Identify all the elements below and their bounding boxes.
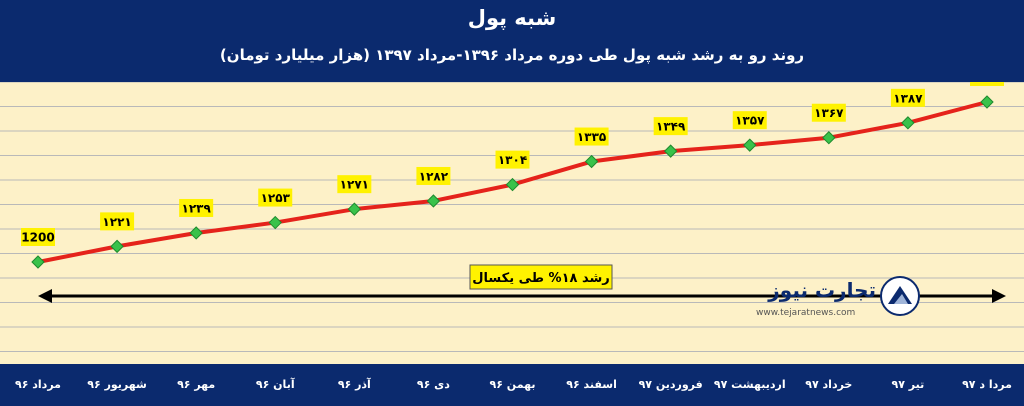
data-label-box: [258, 188, 293, 207]
data-label: ۱۲۸۲: [419, 169, 449, 183]
data-label-box: [179, 198, 214, 217]
data-point: [31, 255, 45, 269]
data-label: ۱۳۸۷: [893, 91, 923, 105]
data-point: [347, 202, 362, 216]
data-label-box: [811, 103, 846, 122]
x-tick-label: دی ۹۶: [416, 378, 450, 391]
data-label: ۱۴۱۵: [972, 82, 1001, 85]
x-tick-label: مردا د ۹۷: [962, 378, 1012, 391]
data-point: [110, 239, 124, 254]
chart-title: شبه پول: [467, 6, 557, 30]
data-label-box: [653, 117, 688, 136]
data-label-box: [337, 175, 372, 194]
x-tick-label: اردیبهشت ۹۷: [713, 378, 786, 391]
data-label: ۱۲۷۱: [340, 178, 369, 192]
data-point: [822, 131, 836, 145]
data-points: [31, 95, 994, 269]
x-tick-label: تیر ۹۷: [891, 378, 925, 391]
data-label-box: [21, 228, 55, 246]
x-tick-label: آذر ۹۶: [337, 378, 371, 391]
data-label-box: [890, 88, 925, 107]
x-axis-bar: مرداد ۹۶ شهریور ۹۶ مهر ۹۶ آبان ۹۶ آذر ۹۶ دی ۹…: [0, 364, 1024, 406]
data-label-box: [100, 212, 135, 231]
data-labels: 1200 ۱۲۲۱ ۱۲۳۹ ۱۲۵۳ ۱۲۷۱ ۱۲۸۲ ۱۳۰۴ ۱۳۳۵ ۱۳۴۹ ۱۳۵۷…: [21, 82, 1004, 246]
data-label: ۱۲۵۳: [261, 191, 291, 205]
growth-arrow-left-head: [38, 289, 52, 303]
grid-lines: [0, 82, 1024, 352]
line-chart: رشد ۱۸% طی یکسال 1200 ۱۲۲۱ ۱۲۳۹ ۱۲۵۳ ۱۲۷۱ ۱۲۸…: [0, 82, 1024, 352]
x-tick-label: شهریور ۹۶: [87, 378, 147, 391]
data-point: [743, 138, 757, 152]
data-label: ۱۳۴۹: [656, 120, 686, 134]
growth-arrow-right-head: [992, 289, 1006, 303]
data-label-box: [732, 111, 767, 130]
data-label: ۱۲۳۹: [182, 201, 212, 215]
data-point: [505, 177, 520, 192]
x-tick-label: فروردین ۹۷: [638, 378, 703, 391]
x-tick-label: خرداد ۹۷: [805, 378, 853, 391]
data-point: [268, 215, 282, 230]
plot-area: رشد ۱۸% طی یکسال 1200 ۱۲۲۱ ۱۲۳۹ ۱۲۵۳ ۱۲۷۱ ۱۲۸…: [0, 82, 1024, 364]
data-label-box: [416, 166, 451, 185]
logo-url-text: www.tejaratnews.com: [756, 308, 856, 318]
logo-brand-text: تجارت نیوز: [768, 278, 876, 302]
data-point: [980, 95, 994, 109]
data-label: ۱۲۲۱: [102, 215, 131, 229]
x-tick-label: مهر ۹۶: [177, 378, 216, 391]
logo-mark-icon: [880, 276, 920, 316]
x-tick-label: آبان ۹۶: [255, 378, 295, 391]
data-label-box: [495, 150, 530, 169]
data-label-box: [574, 127, 609, 146]
chart-subtitle: روند رو به رشد شبه پول طی دوره مرداد ۱۳۹…: [219, 46, 805, 64]
growth-annotation: رشد ۱۸% طی یکسال: [472, 271, 610, 286]
data-point: [426, 194, 441, 208]
data-label-box: [970, 82, 1004, 86]
growth-arrow: رشد ۱۸% طی یکسال: [38, 264, 1006, 303]
data-point: [584, 154, 599, 169]
data-point: [901, 116, 915, 130]
data-label: ۱۳۰۴: [498, 153, 527, 167]
data-label: ۱۳۳۵: [577, 130, 606, 144]
x-tick-label: مرداد ۹۶: [15, 378, 61, 391]
brand-logo: تجارت نیوز www.tejaratnews.com: [752, 274, 924, 330]
data-point: [189, 226, 203, 240]
data-label: ۱۳۶۷: [814, 106, 844, 120]
annotation-box: [469, 264, 613, 290]
data-label: 1200: [21, 231, 54, 245]
data-label: ۱۳۵۷: [735, 114, 765, 128]
x-tick-label: اسفند ۹۶: [566, 378, 617, 391]
data-point: [663, 144, 678, 158]
chart-header: شبه پول روند رو به رشد شبه پول طی دوره م…: [0, 0, 1024, 82]
x-tick-label: بهمن ۹۶: [489, 378, 536, 391]
